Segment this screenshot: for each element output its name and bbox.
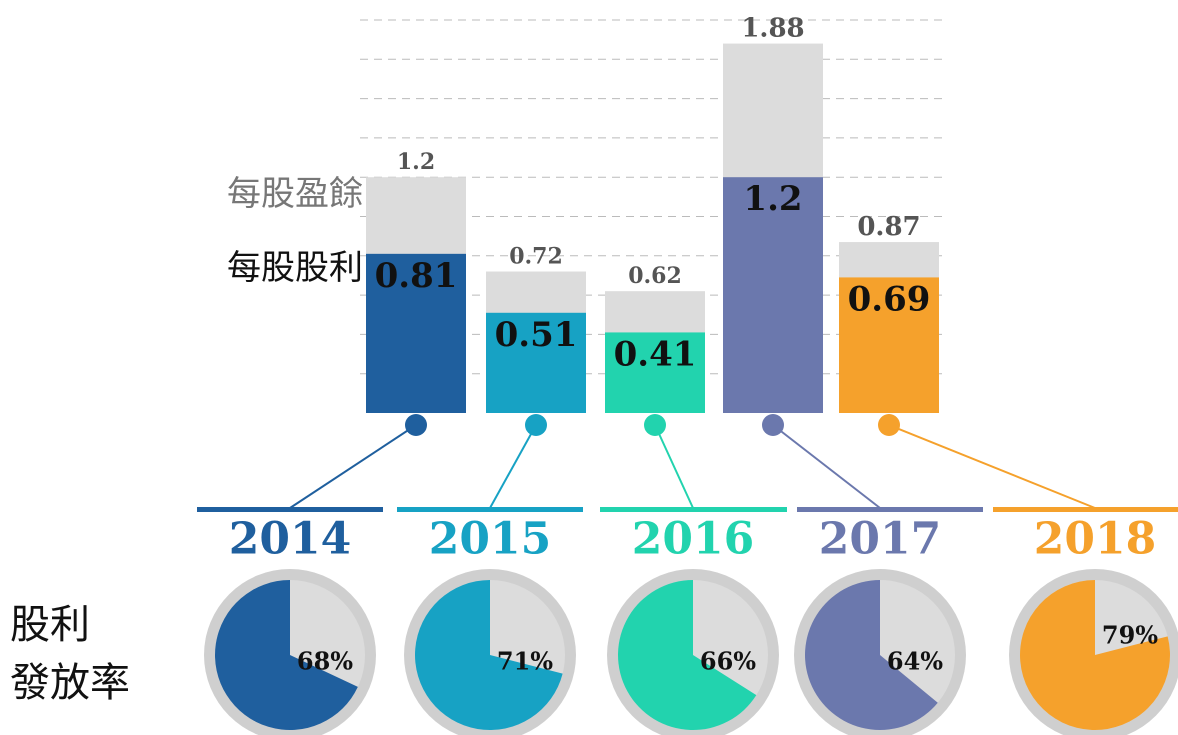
year-label: 2015 <box>429 514 551 565</box>
pie-title-line: 股利 <box>10 602 90 648</box>
eps-label: 1.88 <box>741 14 804 44</box>
year-strip <box>993 507 1178 512</box>
year-label: 2016 <box>632 514 754 565</box>
connector-dot <box>405 414 427 436</box>
connector-dot <box>644 414 666 436</box>
dividend-label: 0.51 <box>495 315 578 355</box>
infographic: 每股盈餘 每股股利 股利 發放率 1.2 0.81 2014 0.72 0.51 2015… <box>0 0 1178 735</box>
legend-eps: 每股盈餘 <box>227 174 363 214</box>
connector <box>889 425 1095 508</box>
pie-label: 71% <box>497 647 553 676</box>
year-label: 2018 <box>1034 514 1156 565</box>
eps-label: 0.87 <box>857 212 920 242</box>
pie-label: 79% <box>1102 621 1158 650</box>
connector <box>655 425 693 508</box>
dividend-label: 0.41 <box>614 334 697 374</box>
dividend-label: 0.69 <box>848 279 931 319</box>
year-strip <box>397 507 583 512</box>
eps-label: 0.72 <box>509 244 563 270</box>
connector <box>490 425 536 508</box>
eps-label: 1.2 <box>397 149 435 175</box>
year-strip <box>197 507 383 512</box>
connector <box>290 425 416 508</box>
year-label: 2017 <box>819 514 941 565</box>
pie-label: 66% <box>700 647 756 676</box>
connector-dot <box>762 414 784 436</box>
connector-dot <box>878 414 900 436</box>
legend-dividend: 每股股利 <box>227 248 363 288</box>
dividend-label: 0.81 <box>375 256 458 296</box>
year-strip <box>600 507 787 512</box>
dividend-label: 1.2 <box>743 179 802 219</box>
pie-label: 64% <box>887 647 943 676</box>
pie-label: 68% <box>297 647 353 676</box>
connector-dot <box>525 414 547 436</box>
pie-title-line: 發放率 <box>10 660 130 706</box>
year-label: 2014 <box>229 514 351 565</box>
connector <box>773 425 880 508</box>
year-strip <box>797 507 983 512</box>
eps-label: 0.62 <box>628 263 682 289</box>
